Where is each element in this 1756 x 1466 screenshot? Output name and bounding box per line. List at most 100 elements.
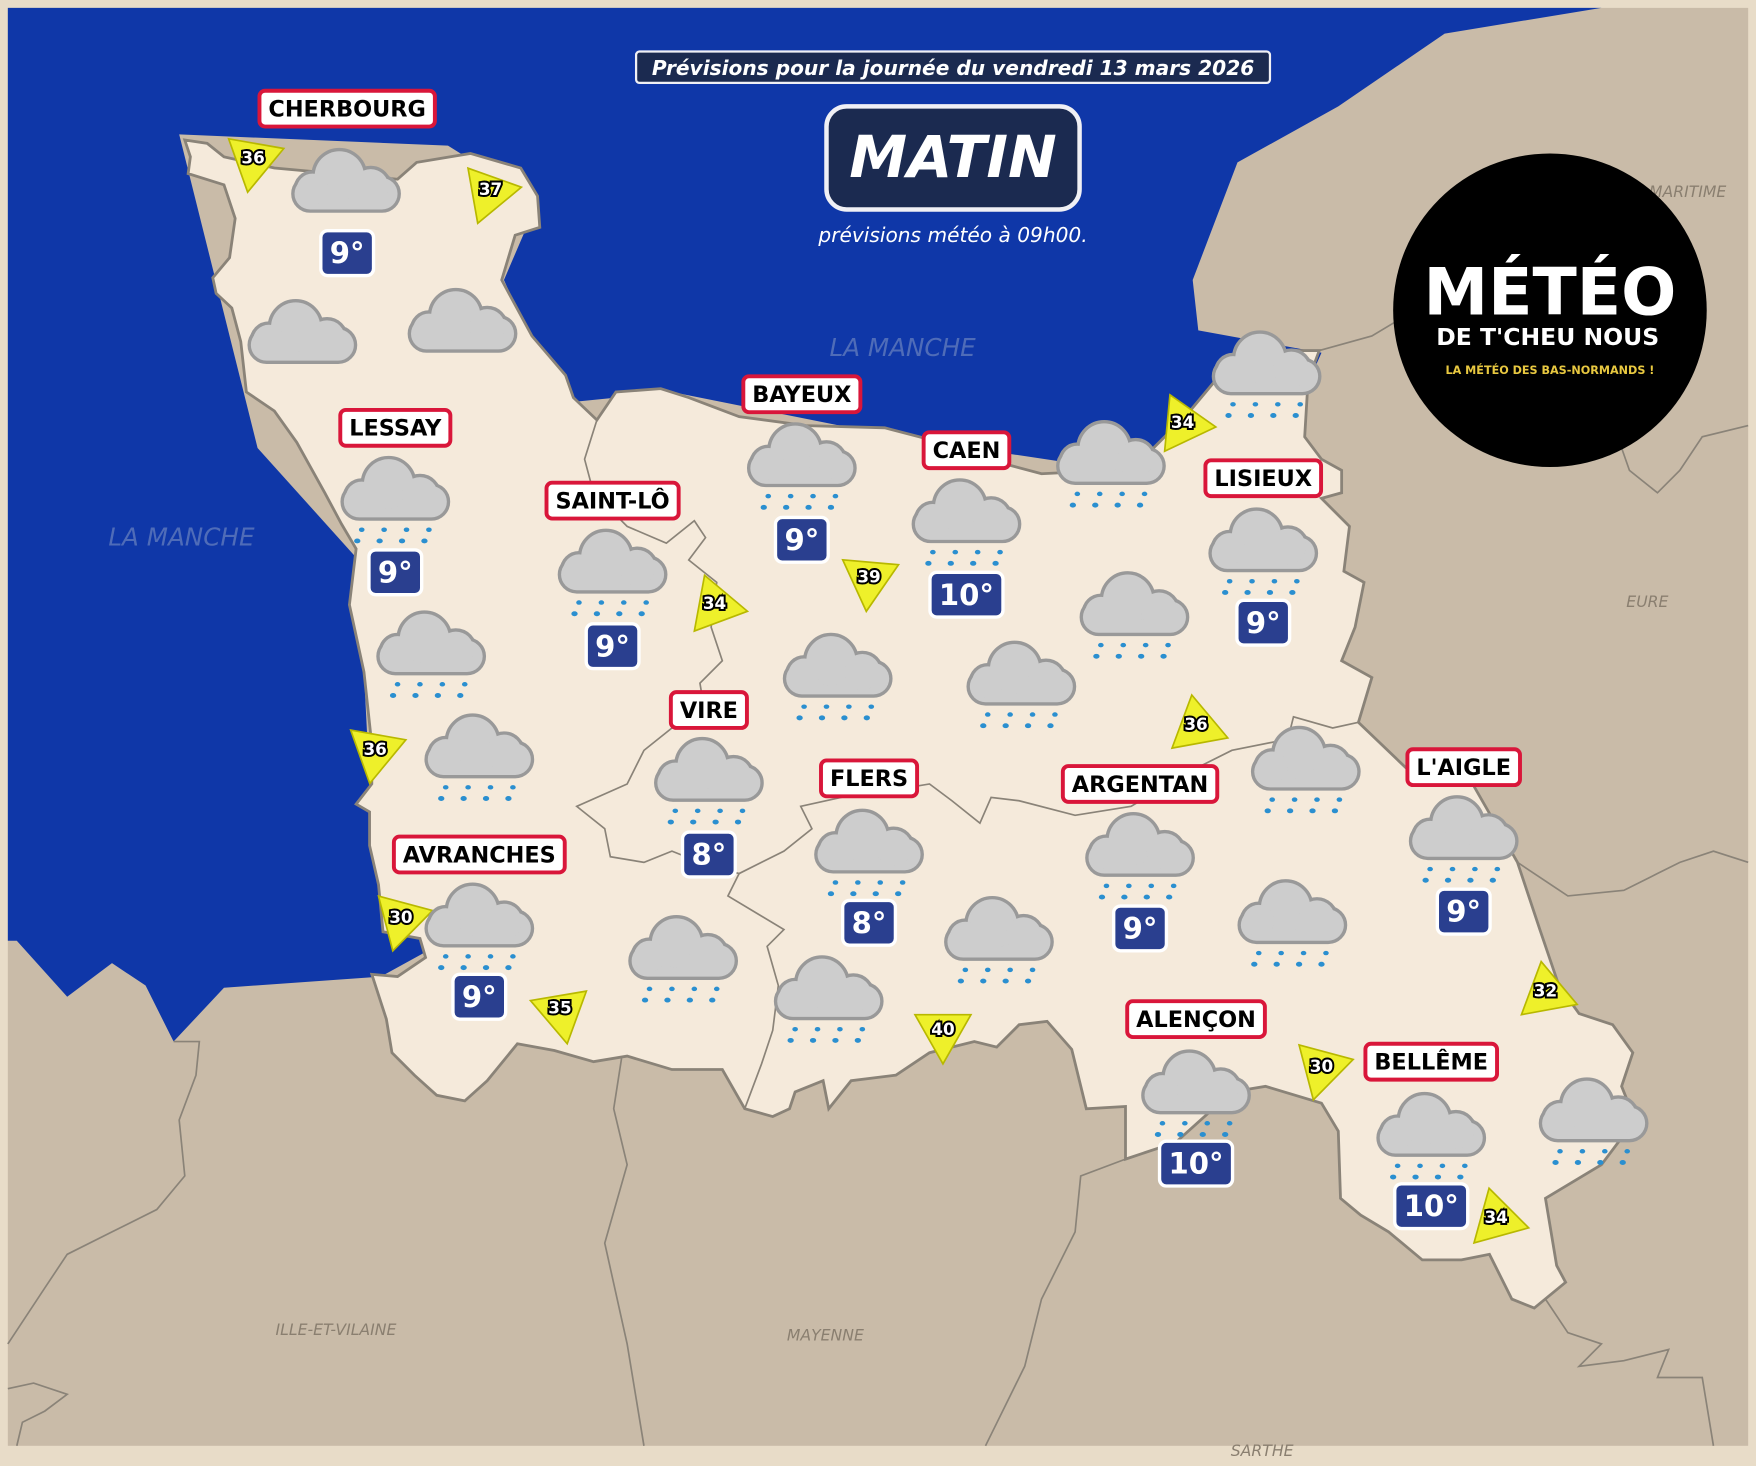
temperature-box: [1393, 1182, 1470, 1231]
dept-label-sarthe: SARTHE: [1231, 1441, 1294, 1460]
rain-cloud-icon: [376, 610, 487, 698]
city-label-box: [1363, 1041, 1500, 1082]
wind-speed: 36: [1184, 714, 1207, 734]
city-label-box: [668, 690, 749, 730]
city-name: CAEN: [933, 438, 1001, 464]
wind-arrows: 36 37 34 39 34 36 36 30 35 40 30 32 34: [227, 137, 1579, 1245]
temperature-box: [1112, 904, 1169, 953]
city-forecast: ALENÇON 10°: [1125, 999, 1267, 1188]
rain-cloud-icon: [628, 914, 739, 1003]
department-borders: [7, 318, 1749, 1447]
city-forecast: ARGENTAN 9°: [1060, 764, 1220, 953]
temperature: 10°: [1404, 1189, 1459, 1223]
city-forecast: CAEN 10°: [911, 430, 1022, 619]
rain-cloud-icon: [424, 882, 535, 971]
temperature-box: [773, 515, 830, 564]
temperature: 10°: [1169, 1147, 1224, 1181]
wind-gust-marker: 36: [1170, 693, 1230, 750]
wind-arrow-icon: [1520, 959, 1579, 1016]
city-label-box: [741, 374, 863, 415]
rain-cloud-icon: [1141, 1049, 1251, 1137]
city-label-box: [391, 834, 567, 875]
wind-arrow-icon: [841, 558, 901, 614]
wind-arrow-icon: [1170, 693, 1230, 750]
wind-gust-marker: 39: [841, 558, 901, 614]
wind-arrow-icon: [693, 573, 750, 633]
wind-gust-marker: 30: [377, 894, 435, 953]
temperature-box: [367, 548, 424, 597]
temperature-box: [1157, 1139, 1235, 1188]
rain-cloud-icon: [1376, 1091, 1487, 1180]
date-banner-box: [634, 50, 1272, 85]
temperature: 9°: [595, 629, 630, 663]
temperature: 8°: [852, 906, 887, 940]
city-forecast: SAINT-LÔ 9°: [544, 480, 681, 671]
city-name: FLERS: [830, 766, 908, 792]
city-forecast: VIRE 8°: [654, 690, 764, 879]
dept-label-ille-et-vilaine: ILLE-ET-VILAINE: [276, 1320, 397, 1339]
temperature-box: [1235, 598, 1292, 647]
temperature: 9°: [1446, 895, 1481, 929]
city-label-box: [1060, 764, 1220, 804]
rain-cloud-icon: [340, 455, 451, 544]
wind-arrow-icon: [377, 894, 435, 953]
rain-cloud-icon: [1208, 507, 1319, 595]
wind-gust-marker: 40: [913, 1013, 973, 1066]
city-label-box: [921, 430, 1012, 471]
date-banner: Prévisions pour la journée du vendredi 1…: [652, 56, 1254, 80]
weather-icons: [247, 287, 1649, 1165]
city-name: ARGENTAN: [1072, 772, 1208, 798]
rain-cloud-icon: [1079, 571, 1190, 659]
rain-cloud-icon: [1211, 330, 1322, 418]
period-box: [824, 104, 1082, 212]
period-title: MATIN: [849, 123, 1057, 191]
rain-cloud-icon: [1408, 795, 1519, 883]
sea: [7, 7, 1602, 1042]
temperature-box: [1435, 887, 1492, 936]
wind-gust-marker: 32: [1520, 959, 1579, 1016]
wind-speed: 36: [363, 739, 386, 759]
wind-gust-marker: 34: [1163, 393, 1218, 453]
internal-borders: [575, 419, 1359, 1110]
temperature-box: [680, 830, 737, 879]
rain-cloud-icon: [746, 422, 857, 510]
rain-cloud-icon: [966, 640, 1077, 729]
wind-speed: 32: [1534, 981, 1557, 1001]
temperature-box: [319, 229, 376, 278]
city-forecast: BAYEUX 9°: [741, 374, 863, 564]
city-forecast: LESSAY 9°: [338, 407, 453, 597]
temperature: 9°: [1123, 912, 1158, 946]
wind-speed: 36: [241, 148, 264, 168]
wind-speed: 35: [548, 998, 571, 1018]
temperature-box: [928, 570, 1005, 619]
rain-cloud-icon: [1237, 879, 1348, 967]
wind-gust-marker: 35: [528, 990, 588, 1046]
rain-cloud-icon: [1538, 1077, 1649, 1165]
city-name: AVRANCHES: [403, 842, 556, 868]
city-label-box: [1405, 747, 1522, 788]
logo: MÉTÉO DE T'CHEU NOUS LA MÉTÉO DES BAS-NO…: [1393, 153, 1707, 468]
wind-gust-marker: 34: [693, 573, 750, 633]
city-forecast: CHERBOURG 9°: [257, 88, 437, 278]
city-name: VIRE: [680, 698, 738, 724]
rain-cloud-icon: [814, 808, 924, 897]
city-forecast: L'AIGLE 9°: [1405, 747, 1522, 936]
wind-speed: 30: [1310, 1056, 1333, 1076]
temperature: 9°: [462, 980, 497, 1014]
rain-cloud-icon: [782, 632, 893, 721]
logo-tagline: LA MÉTÉO DES BAS-NORMANDS !: [1445, 364, 1654, 377]
dept-label-mayenne: MAYENNE: [787, 1326, 864, 1345]
city-forecast: BELLÊME 10°: [1363, 1041, 1500, 1231]
temperature: 9°: [1246, 606, 1281, 640]
city-label-box: [257, 88, 437, 129]
city-forecast: AVRANCHES 9°: [391, 834, 567, 1021]
rain-cloud-icon: [1085, 811, 1195, 900]
wind-speed: 34: [1171, 412, 1194, 432]
sea-label-north: LA MANCHE: [830, 333, 977, 362]
city-name: LESSAY: [349, 416, 442, 442]
cities: CHERBOURG 9° LESSAY 9° SAINT-LÔ 9° BAYEUX 9° CAE…: [257, 88, 1522, 1231]
city-name: SAINT-LÔ: [555, 486, 669, 514]
city-label-box: [1125, 999, 1267, 1040]
wind-gust-marker: 36: [349, 729, 408, 786]
